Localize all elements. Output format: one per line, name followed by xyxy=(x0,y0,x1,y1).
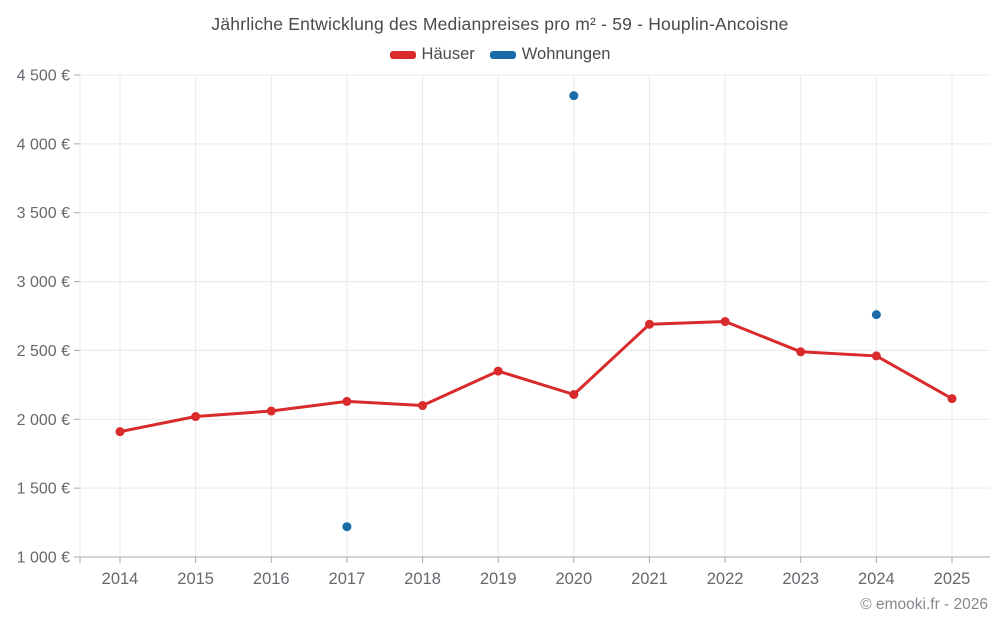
y-axis-label: 3 500 € xyxy=(17,205,70,222)
x-axis-label: 2023 xyxy=(782,570,819,588)
chart-title: Jährliche Entwicklung des Medianpreises … xyxy=(211,14,789,34)
x-axis-label: 2022 xyxy=(707,570,744,588)
data-point-haeuser-2023[interactable] xyxy=(796,347,806,357)
y-axis-label: 2 000 € xyxy=(17,412,70,429)
data-point-haeuser-2019[interactable] xyxy=(493,366,503,376)
chart-legend: Häuser Wohnungen xyxy=(0,45,1000,64)
legend-swatch-haeuser-icon xyxy=(389,50,416,59)
y-axis-label: 1 500 € xyxy=(17,481,70,498)
x-axis-label: 2017 xyxy=(329,570,366,588)
y-axis-label: 2 500 € xyxy=(17,343,70,360)
series-line-haeuser xyxy=(118,320,954,434)
x-axis-label: 2021 xyxy=(631,570,668,588)
x-axis-label: 2020 xyxy=(555,570,592,588)
data-point-haeuser-2021[interactable] xyxy=(644,319,654,329)
x-axis-label: 2025 xyxy=(934,570,971,588)
data-point-haeuser-2017[interactable] xyxy=(342,396,352,406)
x-axis-label: 2015 xyxy=(177,570,214,588)
data-point-wohnungen-2017[interactable] xyxy=(342,522,352,532)
x-axis-label: 2019 xyxy=(480,570,517,588)
data-point-haeuser-2015[interactable] xyxy=(191,412,201,422)
y-axis-label: 1 000 € xyxy=(17,550,70,567)
data-point-haeuser-2025[interactable] xyxy=(947,394,957,404)
data-point-haeuser-2022[interactable] xyxy=(720,317,730,327)
data-point-haeuser-2024[interactable] xyxy=(871,351,881,361)
data-point-haeuser-2020[interactable] xyxy=(569,389,579,399)
x-axis-label: 2024 xyxy=(858,570,895,588)
legend-item-haeuser[interactable]: Häuser xyxy=(389,45,475,64)
copyright-credit: © emooki.fr - 2026 xyxy=(860,596,988,613)
data-point-haeuser-2016[interactable] xyxy=(266,406,276,416)
data-point-haeuser-2018[interactable] xyxy=(418,401,428,411)
y-axis-label: 3 000 € xyxy=(17,274,70,291)
legend-label-haeuser: Häuser xyxy=(421,45,475,63)
x-axis-label: 2018 xyxy=(404,570,441,588)
legend-swatch-wohnungen-icon xyxy=(489,50,516,59)
data-point-wohnungen-2020[interactable] xyxy=(569,91,579,101)
legend-label-wohnungen: Wohnungen xyxy=(521,45,611,63)
y-axis-label: 4 500 € xyxy=(17,68,70,85)
data-point-haeuser-2014[interactable] xyxy=(115,427,125,437)
y-axis-label: 4 000 € xyxy=(17,136,70,153)
legend-item-wohnungen[interactable]: Wohnungen xyxy=(489,45,611,64)
data-point-wohnungen-2024[interactable] xyxy=(871,310,881,320)
x-axis-label: 2014 xyxy=(102,570,139,588)
x-axis-label: 2016 xyxy=(253,570,290,588)
